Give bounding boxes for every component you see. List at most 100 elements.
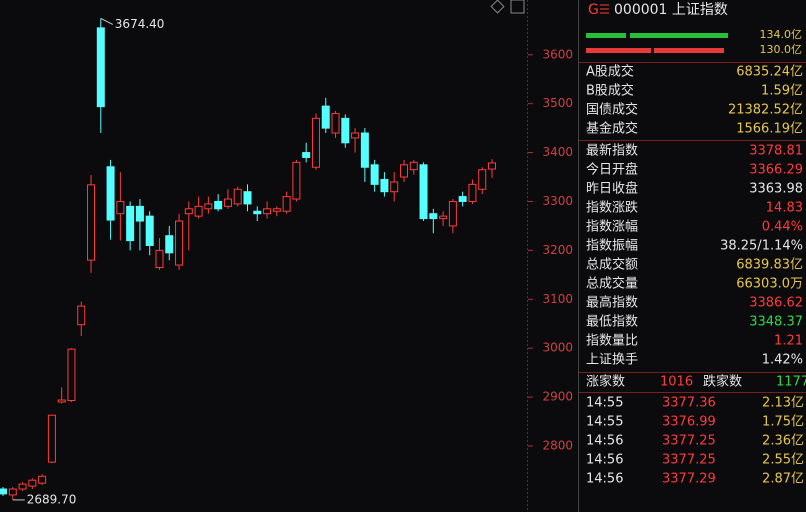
row-value: 3363.98 [749,182,803,197]
tick-time: 14:56 [586,453,623,468]
candle-body [106,166,115,221]
candle-body [165,235,174,254]
row-label: 今日开盘 [586,162,638,178]
candle-body [253,210,262,215]
panel-marker: G [588,2,599,18]
candle-body [135,205,144,222]
row-value: 3378.81 [749,144,803,159]
row-value: 38.25/1.14% [720,239,803,254]
candle-body [96,27,105,108]
row-label: 最新指数 [586,143,638,159]
ratio-label: 130.0亿 [760,43,803,56]
candle-body [448,200,457,227]
row-label: 上证换手 [586,353,638,368]
candle-body [233,188,242,205]
candle-body [155,249,164,268]
candle-body [409,161,418,171]
tick-price: 3377.36 [662,396,716,411]
row-value: 14.83 [766,201,803,216]
row-value: 1.21 [774,334,803,349]
ratio-bar [586,33,626,38]
candle-body [77,305,86,326]
row-value: 6839.83亿 [736,258,803,273]
candle-body [214,200,223,210]
row-value: 1566.19亿 [736,122,803,137]
candle-body [145,215,154,246]
candle-body [390,181,399,193]
candle-body [380,178,389,193]
y-tick-label: 3400 [542,145,573,159]
tick-volume: 1.75亿 [762,415,804,430]
candle-body [292,161,301,200]
tick-volume: 2.87亿 [762,472,804,487]
y-tick-label: 3500 [542,96,573,110]
row-label: B股成交 [586,83,634,99]
candle-body [311,117,320,168]
candle-body [57,399,66,403]
tick-time: 14:55 [586,415,623,430]
tick-price: 3377.25 [662,434,716,449]
candle-body [47,414,56,463]
tick-price: 3377.25 [662,453,716,468]
breadth-label: 涨家数 [586,374,625,390]
candle-body [429,213,438,220]
y-tick-label: 3600 [542,47,573,61]
breadth-label: 跌家数 [703,374,742,390]
row-label: 总成交量 [586,276,638,292]
row-label: 最低指数 [586,315,638,330]
candle-body [351,132,360,139]
candle-body [282,196,291,212]
row-label: 昨日收盘 [586,181,638,197]
ratio-label: 134.0亿 [760,28,803,41]
candle-body [439,215,448,220]
row-value: 6835.24亿 [736,65,803,80]
tick-volume: 2.36亿 [762,434,804,449]
tick-time: 14:56 [586,434,623,449]
row-label: 指数涨幅 [586,220,638,235]
row-value: 0.44% [762,220,803,235]
row-label: 总成交额 [586,257,638,273]
candle-body [18,483,27,490]
tick-price: 3377.29 [662,472,716,487]
annotation-leader [100,17,114,25]
candle-body [194,205,203,217]
candle-body [204,203,213,210]
y-tick-label: 3300 [542,194,573,208]
row-value: 66303.0万 [736,277,803,292]
candle-body [8,488,17,496]
candle-body [399,164,408,178]
candle-body [38,475,47,484]
tick-time: 14:55 [586,396,623,411]
row-value: 3366.29 [749,163,803,178]
candle-body [126,205,135,242]
candle-body [458,196,467,202]
candle-body [0,488,7,495]
row-value: 21382.52亿 [728,103,803,118]
tick-volume: 2.55亿 [762,453,804,468]
candle-body [370,164,379,185]
tick-volume: 2.13亿 [762,396,804,411]
row-label: 指数振幅 [586,239,638,254]
y-tick-label: 2800 [542,438,573,452]
candle-body [360,132,369,168]
breadth-value: 1016 [660,375,693,390]
candle-body [243,191,252,205]
window-icon[interactable] [510,0,525,14]
candle-body [67,348,76,402]
panel-title: 000001 上证指数 [614,2,728,18]
candle-body [419,164,428,220]
diamond-icon[interactable] [490,0,505,14]
tick-time: 14:56 [586,472,623,487]
candle-body [184,208,193,215]
row-value: 1.59亿 [761,84,803,99]
candle-body [321,105,330,129]
tick-price: 3376.99 [662,415,716,430]
y-tick-label: 2900 [542,390,573,404]
ratio-bar [630,33,728,38]
menu-icon[interactable] [600,4,609,14]
row-label: 指数涨跌 [586,200,638,216]
candle-body [263,208,272,215]
candle-body [175,220,184,266]
